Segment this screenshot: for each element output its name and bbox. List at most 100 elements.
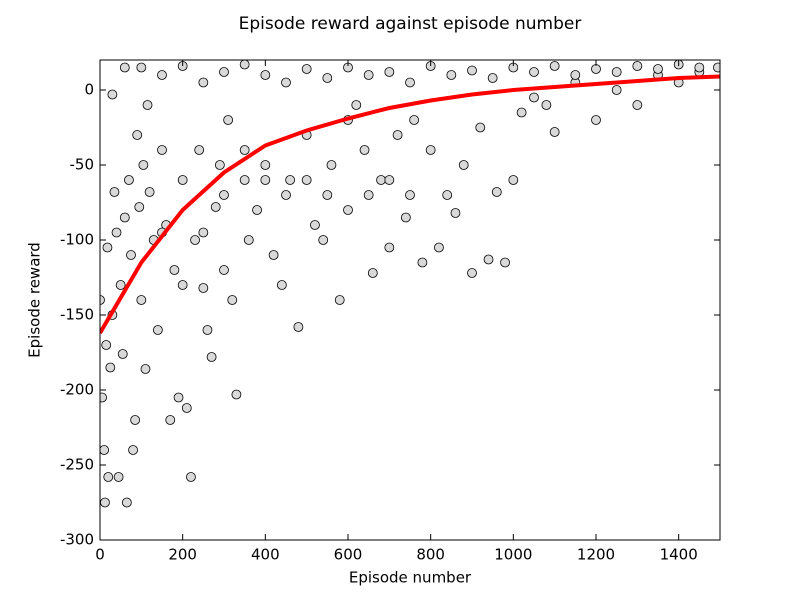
point [140, 364, 151, 374]
x-tick-label: 1400 [660, 546, 698, 564]
point [260, 70, 271, 80]
point [227, 295, 238, 305]
point [310, 220, 320, 230]
point [425, 145, 436, 155]
point [115, 280, 126, 290]
point [130, 415, 141, 425]
point [450, 208, 461, 218]
point [400, 212, 411, 223]
point [363, 70, 374, 80]
point [252, 205, 262, 215]
point [405, 77, 415, 88]
point [101, 340, 112, 350]
x-axis-label: Episode number [349, 569, 472, 587]
point [384, 67, 395, 77]
y-axis-label: Episode reward [26, 242, 44, 358]
point [694, 62, 705, 73]
point [177, 175, 188, 185]
point [322, 73, 333, 83]
point [363, 190, 374, 200]
point [117, 349, 128, 359]
point [322, 190, 333, 200]
point [508, 175, 519, 185]
x-tick-label: 200 [168, 546, 197, 564]
point [260, 175, 271, 185]
point [384, 242, 395, 253]
point [367, 268, 378, 278]
point [434, 242, 444, 253]
point [500, 257, 510, 268]
point [126, 250, 136, 260]
point [136, 62, 147, 73]
point [487, 73, 498, 83]
point [632, 61, 643, 71]
point [111, 227, 122, 238]
point [541, 100, 552, 110]
point [157, 145, 167, 155]
point [239, 175, 250, 185]
point [219, 265, 229, 275]
point [186, 472, 196, 482]
point [409, 115, 420, 125]
point [301, 64, 312, 74]
point [268, 250, 279, 260]
point [169, 265, 180, 275]
x-tick-label: 1200 [577, 546, 615, 564]
point [173, 392, 184, 403]
point [100, 497, 110, 508]
point [198, 227, 209, 238]
y-tick-label: -300 [60, 531, 94, 549]
point [343, 205, 353, 215]
point [549, 127, 560, 137]
point [293, 322, 304, 332]
point [124, 175, 134, 185]
y-tick-label: -200 [60, 381, 94, 399]
point [351, 100, 362, 110]
x-tick-label: 0 [95, 546, 105, 564]
fit-line [100, 74, 720, 335]
point [446, 70, 457, 80]
point [102, 242, 113, 253]
point [326, 160, 337, 170]
point [198, 77, 209, 88]
point [611, 85, 622, 95]
x-tick-label: 800 [416, 546, 445, 564]
point [121, 497, 132, 508]
y-tick-label: 0 [84, 81, 94, 99]
point [107, 89, 118, 100]
point [570, 70, 581, 80]
point [113, 472, 124, 482]
point [591, 115, 601, 125]
point [458, 160, 469, 170]
point [281, 77, 291, 88]
point [132, 130, 143, 140]
point [239, 60, 250, 70]
point [260, 160, 271, 170]
point [100, 445, 110, 455]
point [713, 62, 720, 73]
point [214, 160, 225, 170]
point [281, 190, 291, 200]
point [119, 212, 130, 223]
point [206, 352, 217, 362]
point [442, 190, 453, 200]
point [376, 175, 386, 185]
point [516, 107, 527, 118]
point [318, 235, 329, 245]
y-tick-label: -250 [60, 456, 94, 474]
point [100, 392, 107, 403]
point [392, 130, 403, 140]
point [359, 145, 370, 155]
point [109, 187, 120, 197]
point [653, 64, 663, 74]
point [405, 190, 415, 200]
point [138, 160, 149, 170]
point [276, 280, 287, 290]
point [384, 175, 395, 185]
point [177, 280, 188, 290]
point [202, 325, 213, 335]
point [194, 145, 205, 155]
x-tick-label: 600 [334, 546, 363, 564]
point [210, 202, 221, 212]
